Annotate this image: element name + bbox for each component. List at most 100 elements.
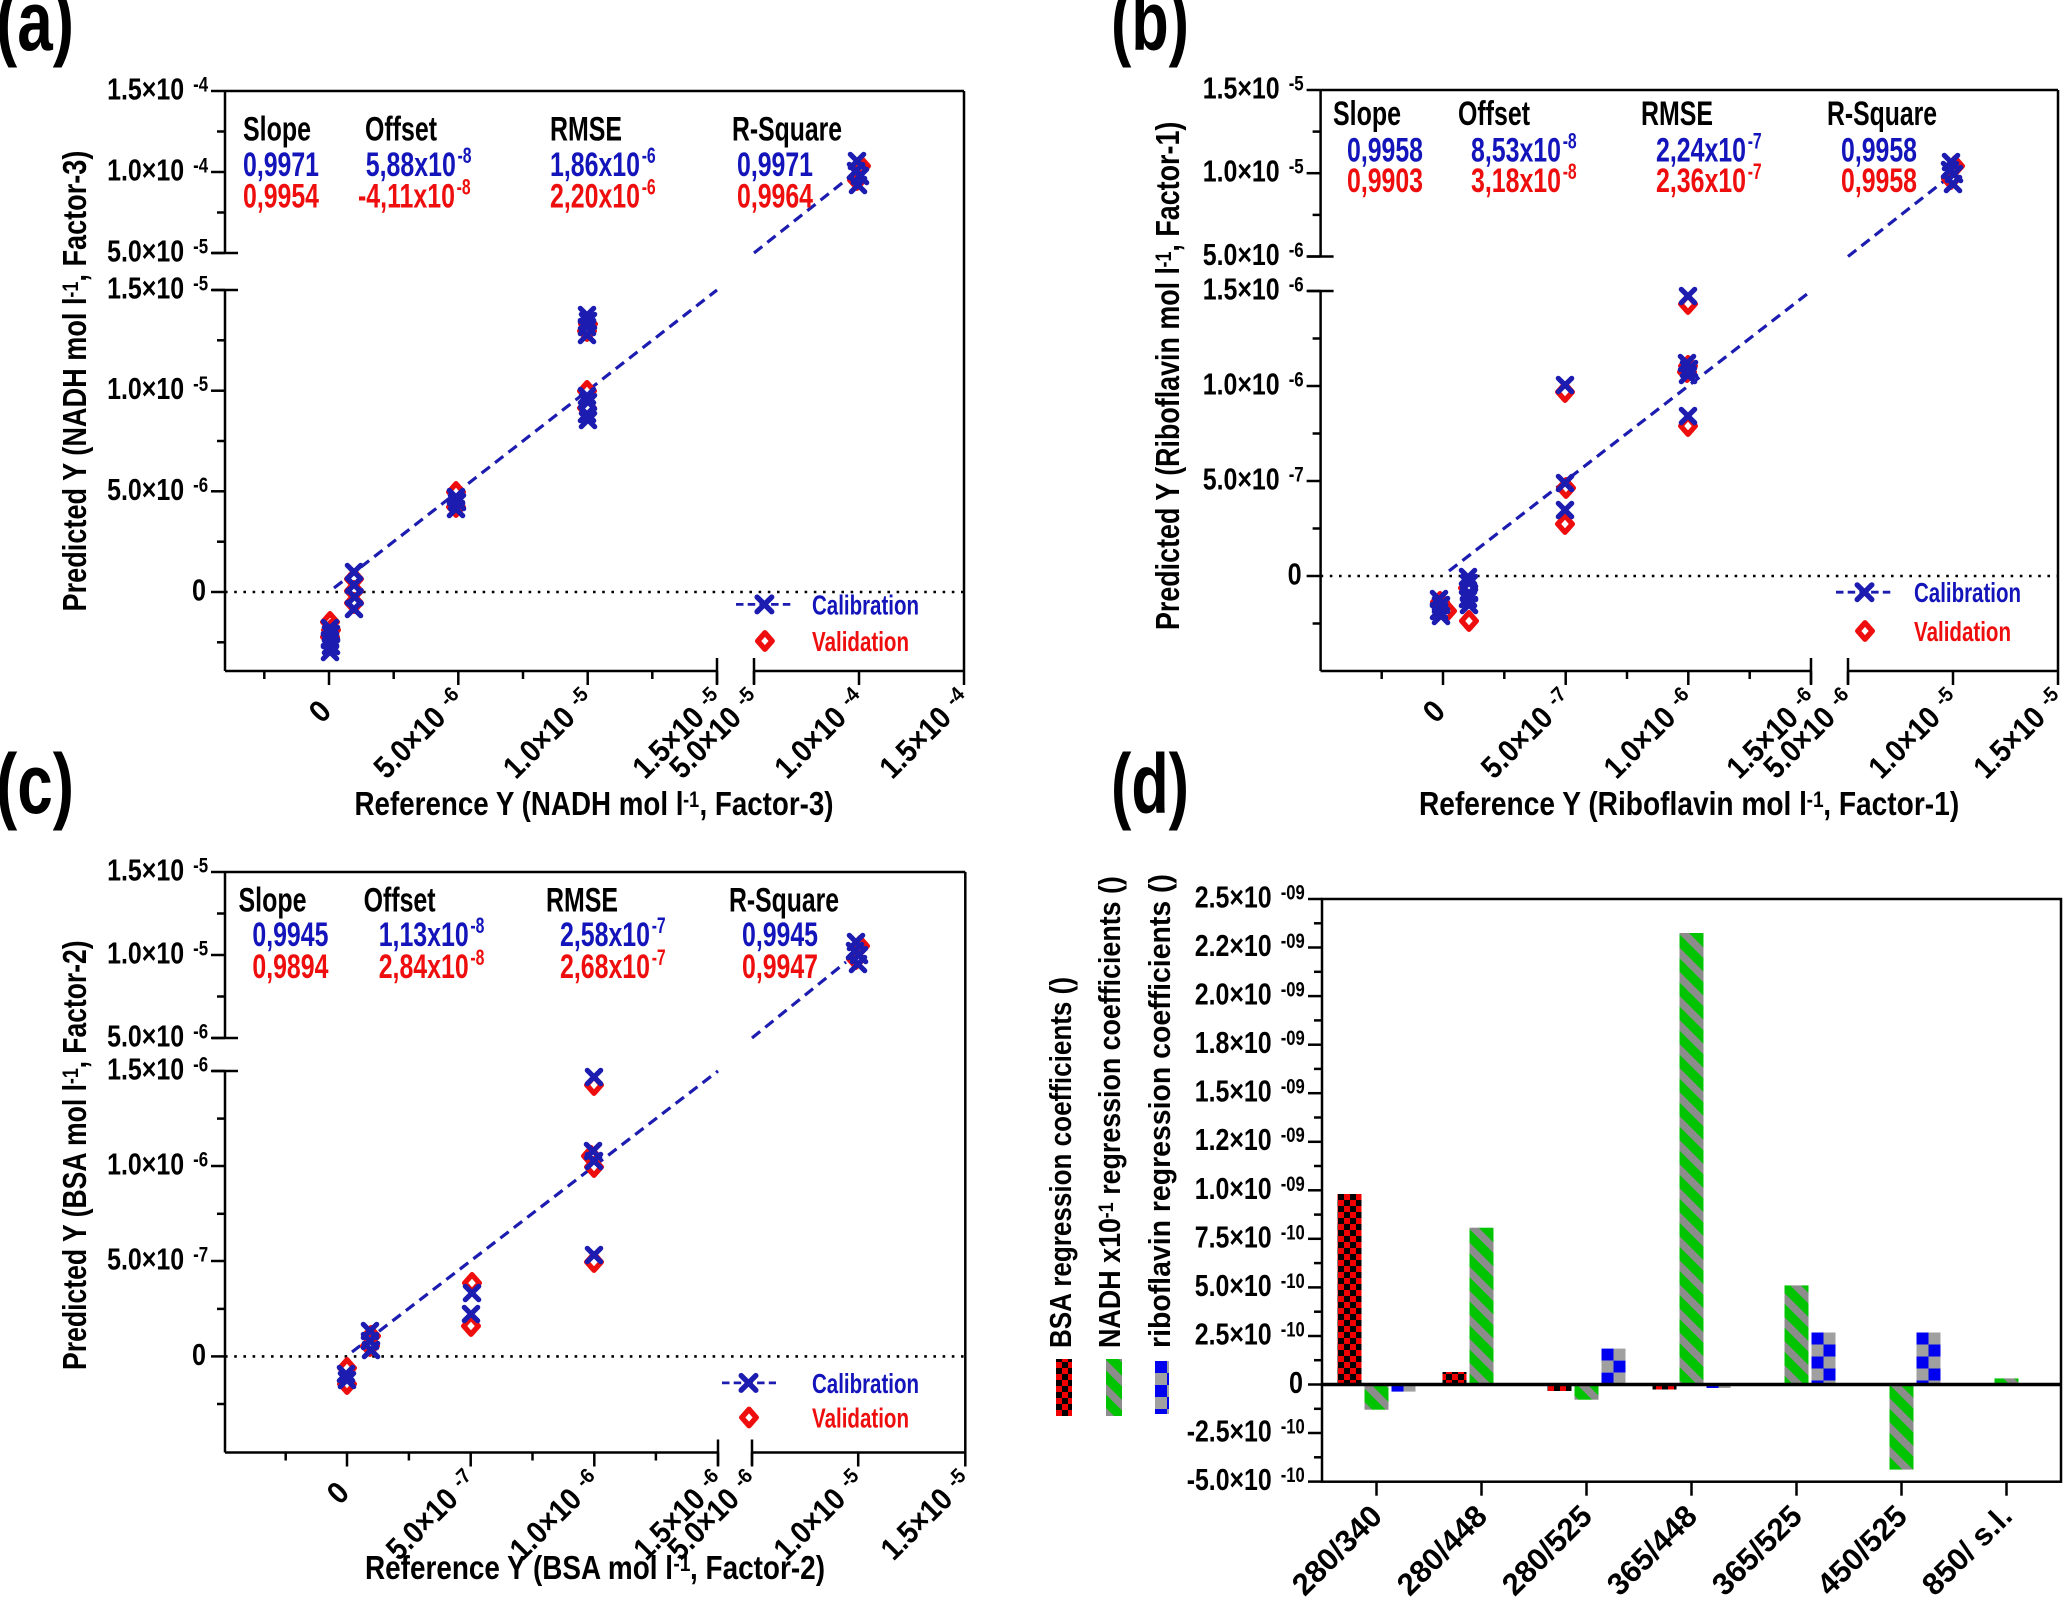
svg-text:(d): (d)	[1111, 737, 1189, 831]
svg-text:-8: -8	[458, 143, 472, 168]
svg-text:, Factor-1): , Factor-1)	[1823, 785, 1959, 822]
svg-text:-5: -5	[193, 938, 208, 961]
svg-text:Calibration: Calibration	[812, 589, 919, 620]
svg-text:5.0×10: 5.0×10	[107, 472, 184, 507]
svg-text:Validation: Validation	[1914, 616, 2011, 647]
svg-text:BSA regression coefficients (): BSA regression coefficients ()	[1043, 977, 1078, 1348]
svg-text:R-Square: R-Square	[729, 881, 839, 919]
svg-text:0,9958: 0,9958	[1841, 131, 1917, 169]
svg-text:5.0×10: 5.0×10	[1203, 462, 1280, 497]
svg-text:-09: -09	[1281, 1124, 1305, 1147]
svg-text:Offset: Offset	[365, 111, 437, 149]
svg-text:-7: -7	[193, 1244, 208, 1267]
svg-text:-10: -10	[1281, 1416, 1305, 1439]
svg-text:1.5×10: 1.5×10	[107, 72, 184, 107]
svg-text:(a): (a)	[0, 0, 74, 68]
svg-text:1.0×10: 1.0×10	[107, 153, 184, 188]
svg-text:-09: -09	[1281, 1027, 1305, 1050]
svg-text:Slope: Slope	[1333, 95, 1401, 133]
svg-text:-8: -8	[1563, 128, 1577, 153]
svg-text:-09: -09	[1281, 979, 1305, 1002]
svg-text:5.0×10: 5.0×10	[107, 1242, 184, 1277]
svg-text:R-Square: R-Square	[1827, 95, 1937, 133]
svg-text:-8: -8	[470, 945, 484, 970]
svg-text:-1: -1	[1151, 252, 1176, 268]
svg-text:-1: -1	[1807, 787, 1824, 812]
svg-text:Validation: Validation	[812, 626, 909, 657]
svg-text:-1: -1	[673, 1551, 690, 1576]
svg-text:RMSE: RMSE	[1641, 95, 1713, 133]
svg-text:-1: -1	[58, 1068, 83, 1084]
svg-text:2.5×10: 2.5×10	[1195, 1317, 1272, 1352]
svg-text:-5: -5	[193, 373, 208, 396]
svg-text:-09: -09	[1281, 930, 1305, 953]
svg-text:3,18x10: 3,18x10	[1471, 162, 1561, 200]
svg-text:2,36x10: 2,36x10	[1656, 162, 1746, 200]
svg-text:Reference Y (Riboflavin mol l: Reference Y (Riboflavin mol l	[1419, 785, 1807, 822]
svg-text:-10: -10	[1281, 1221, 1305, 1244]
svg-text:1.2×10: 1.2×10	[1195, 1122, 1272, 1157]
svg-text:0,9945: 0,9945	[252, 916, 328, 954]
svg-text:-8: -8	[457, 175, 471, 200]
svg-text:2,68x10: 2,68x10	[560, 948, 650, 986]
svg-text:riboflavin regression coeffici: riboflavin regression coefficients ()	[1142, 874, 1177, 1348]
svg-text:1.0×10: 1.0×10	[1203, 367, 1280, 402]
svg-text:, Factor-3): , Factor-3)	[56, 151, 93, 282]
svg-text:0: 0	[192, 573, 206, 608]
svg-text:7.5×10: 7.5×10	[1195, 1219, 1272, 1254]
svg-text:RMSE: RMSE	[550, 111, 622, 149]
svg-text:, Factor-3): , Factor-3)	[700, 785, 834, 822]
svg-text:-4: -4	[193, 74, 208, 97]
svg-text:2,84x10: 2,84x10	[379, 948, 469, 986]
svg-text:-4,11x10: -4,11x10	[358, 178, 455, 216]
svg-text:1.5×10: 1.5×10	[107, 271, 184, 306]
svg-text:regression coefficients (): regression coefficients ()	[1092, 876, 1127, 1202]
svg-text:0,9971: 0,9971	[243, 146, 319, 184]
svg-text:R-Square: R-Square	[732, 111, 842, 149]
svg-text:-5.0×10: -5.0×10	[1187, 1462, 1272, 1497]
svg-text:1.5×10: 1.5×10	[107, 1052, 184, 1087]
svg-text:0,9945: 0,9945	[742, 916, 818, 954]
svg-text:1.5×10: 1.5×10	[1203, 71, 1280, 106]
svg-text:5.0×10: 5.0×10	[1203, 237, 1280, 272]
svg-text:0,9903: 0,9903	[1347, 162, 1423, 200]
svg-text:-6: -6	[1289, 239, 1304, 262]
svg-text:-5: -5	[193, 855, 208, 878]
svg-text:2.2×10: 2.2×10	[1195, 928, 1272, 963]
svg-text:2,20x10: 2,20x10	[550, 178, 640, 216]
svg-text:Predicted Y (NADH mol l: Predicted Y (NADH mol l	[56, 298, 93, 612]
svg-text:0,9947: 0,9947	[742, 948, 818, 986]
svg-text:-09: -09	[1281, 1076, 1305, 1099]
svg-text:RMSE: RMSE	[546, 881, 618, 919]
svg-text:0,9954: 0,9954	[243, 178, 319, 216]
svg-text:Calibration: Calibration	[1914, 577, 2021, 608]
svg-text:NADH x10: NADH x10	[1092, 1218, 1127, 1348]
svg-text:-7: -7	[1748, 159, 1762, 184]
svg-text:(c): (c)	[0, 737, 74, 831]
svg-text:Calibration: Calibration	[812, 1368, 919, 1399]
svg-text:1.8×10: 1.8×10	[1195, 1025, 1272, 1060]
svg-text:1.5×10: 1.5×10	[1195, 1074, 1272, 1109]
svg-text:(b): (b)	[1111, 0, 1189, 68]
svg-text:, Factor-1): , Factor-1)	[1149, 122, 1186, 252]
svg-text:1.0×10: 1.0×10	[1203, 154, 1280, 189]
svg-text:2.0×10: 2.0×10	[1195, 977, 1272, 1012]
svg-text:-6: -6	[1289, 274, 1304, 297]
svg-text:-10: -10	[1281, 1270, 1305, 1293]
svg-text:0: 0	[1289, 1365, 1303, 1400]
svg-text:Reference Y (BSA mol l: Reference Y (BSA mol l	[365, 1549, 673, 1586]
svg-text:Offset: Offset	[1458, 95, 1530, 133]
svg-text:-8: -8	[1563, 159, 1577, 184]
svg-text:0,9894: 0,9894	[252, 948, 328, 986]
svg-text:-7: -7	[1748, 128, 1762, 153]
svg-text:-5: -5	[1289, 73, 1304, 96]
svg-text:1.0×10: 1.0×10	[107, 1147, 184, 1182]
svg-text:-4: -4	[193, 155, 208, 178]
svg-text:-1: -1	[683, 787, 699, 812]
svg-text:1.0×10: 1.0×10	[1195, 1171, 1272, 1206]
svg-text:-5: -5	[193, 273, 208, 296]
svg-text:5.0×10: 5.0×10	[107, 234, 184, 269]
svg-text:8,53x10: 8,53x10	[1471, 131, 1561, 169]
svg-text:-6: -6	[1289, 369, 1304, 392]
svg-text:Reference Y (NADH mol l: Reference Y (NADH mol l	[355, 785, 684, 822]
